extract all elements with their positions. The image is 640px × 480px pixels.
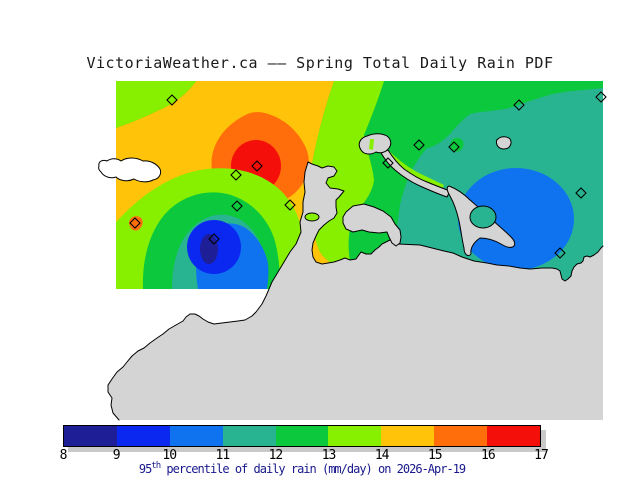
colorbar-segment — [275, 426, 329, 446]
colorbar-segment — [434, 426, 488, 446]
station-marker — [166, 94, 178, 106]
colorbar-tick-label: 13 — [321, 448, 337, 463]
harbour-islet — [304, 212, 320, 222]
colorbar-segment — [222, 426, 276, 446]
contour-13-14-channel-strip — [385, 148, 444, 192]
colorbar-tick-label: 10 — [162, 448, 177, 463]
station-marker — [208, 233, 220, 245]
colorbar-tick-label: 16 — [481, 448, 496, 463]
page-title: VictoriaWeather.ca —— Spring Total Daily… — [86, 54, 554, 72]
station-marker — [554, 247, 566, 259]
caption-number: 95 — [138, 462, 152, 476]
colorbar — [63, 425, 541, 447]
station-marker — [251, 160, 263, 172]
lake-elk — [495, 136, 512, 150]
station-marker — [513, 99, 525, 111]
station-marker — [231, 200, 243, 212]
lake-west-outline — [98, 157, 162, 183]
station-marker — [575, 187, 587, 199]
colorbar-tick-label: 17 — [534, 448, 549, 463]
coastline — [107, 161, 604, 421]
colorbar-segment — [487, 426, 541, 446]
contour-8-9-sw-core — [200, 234, 218, 264]
station-marker — [230, 169, 242, 181]
colorbar-tick-label: 11 — [215, 448, 231, 463]
colorbar-tick-label: 8 — [59, 448, 68, 463]
station-marker — [595, 91, 607, 103]
colorbar-tick-label: 15 — [427, 448, 443, 463]
colorbar-segment — [169, 426, 223, 446]
colorbar-tick-label: 12 — [268, 448, 284, 463]
caption-superscript: th — [151, 461, 161, 471]
colorbar-caption: 95th percentile of daily rain (mm/day) o… — [63, 461, 541, 476]
station-markers — [129, 91, 607, 259]
station-marker — [129, 217, 141, 229]
island-in-inlet — [469, 205, 497, 229]
water-channel — [380, 149, 451, 198]
station-marker — [284, 199, 296, 211]
station-marker — [448, 141, 460, 153]
contour-13-14-northwest-corner — [116, 81, 196, 128]
station-marker — [413, 139, 425, 151]
water-layer — [98, 133, 604, 421]
water-bay-head — [358, 133, 392, 155]
station-marker — [382, 157, 394, 169]
colorbar-segment — [64, 426, 117, 446]
colorbar-tick-label: 14 — [374, 448, 390, 463]
colorbar-tick-labels: 8 9 10 11 12 13 14 15 16 17 — [59, 448, 549, 463]
colorbar-tick-label: 9 — [112, 448, 121, 463]
contour-10-11-east-low — [458, 168, 574, 270]
colorbar-segment — [116, 426, 170, 446]
contour-15-16-small-west — [129, 216, 143, 231]
colorbar-segment — [328, 426, 382, 446]
water-strait-main — [108, 162, 603, 420]
water-victoria-harbour — [342, 203, 402, 247]
caption-text: percentile of daily rain (mm/day) on 202… — [160, 462, 466, 476]
colorbar-segment — [381, 426, 435, 446]
bay-head-notch — [369, 139, 374, 150]
